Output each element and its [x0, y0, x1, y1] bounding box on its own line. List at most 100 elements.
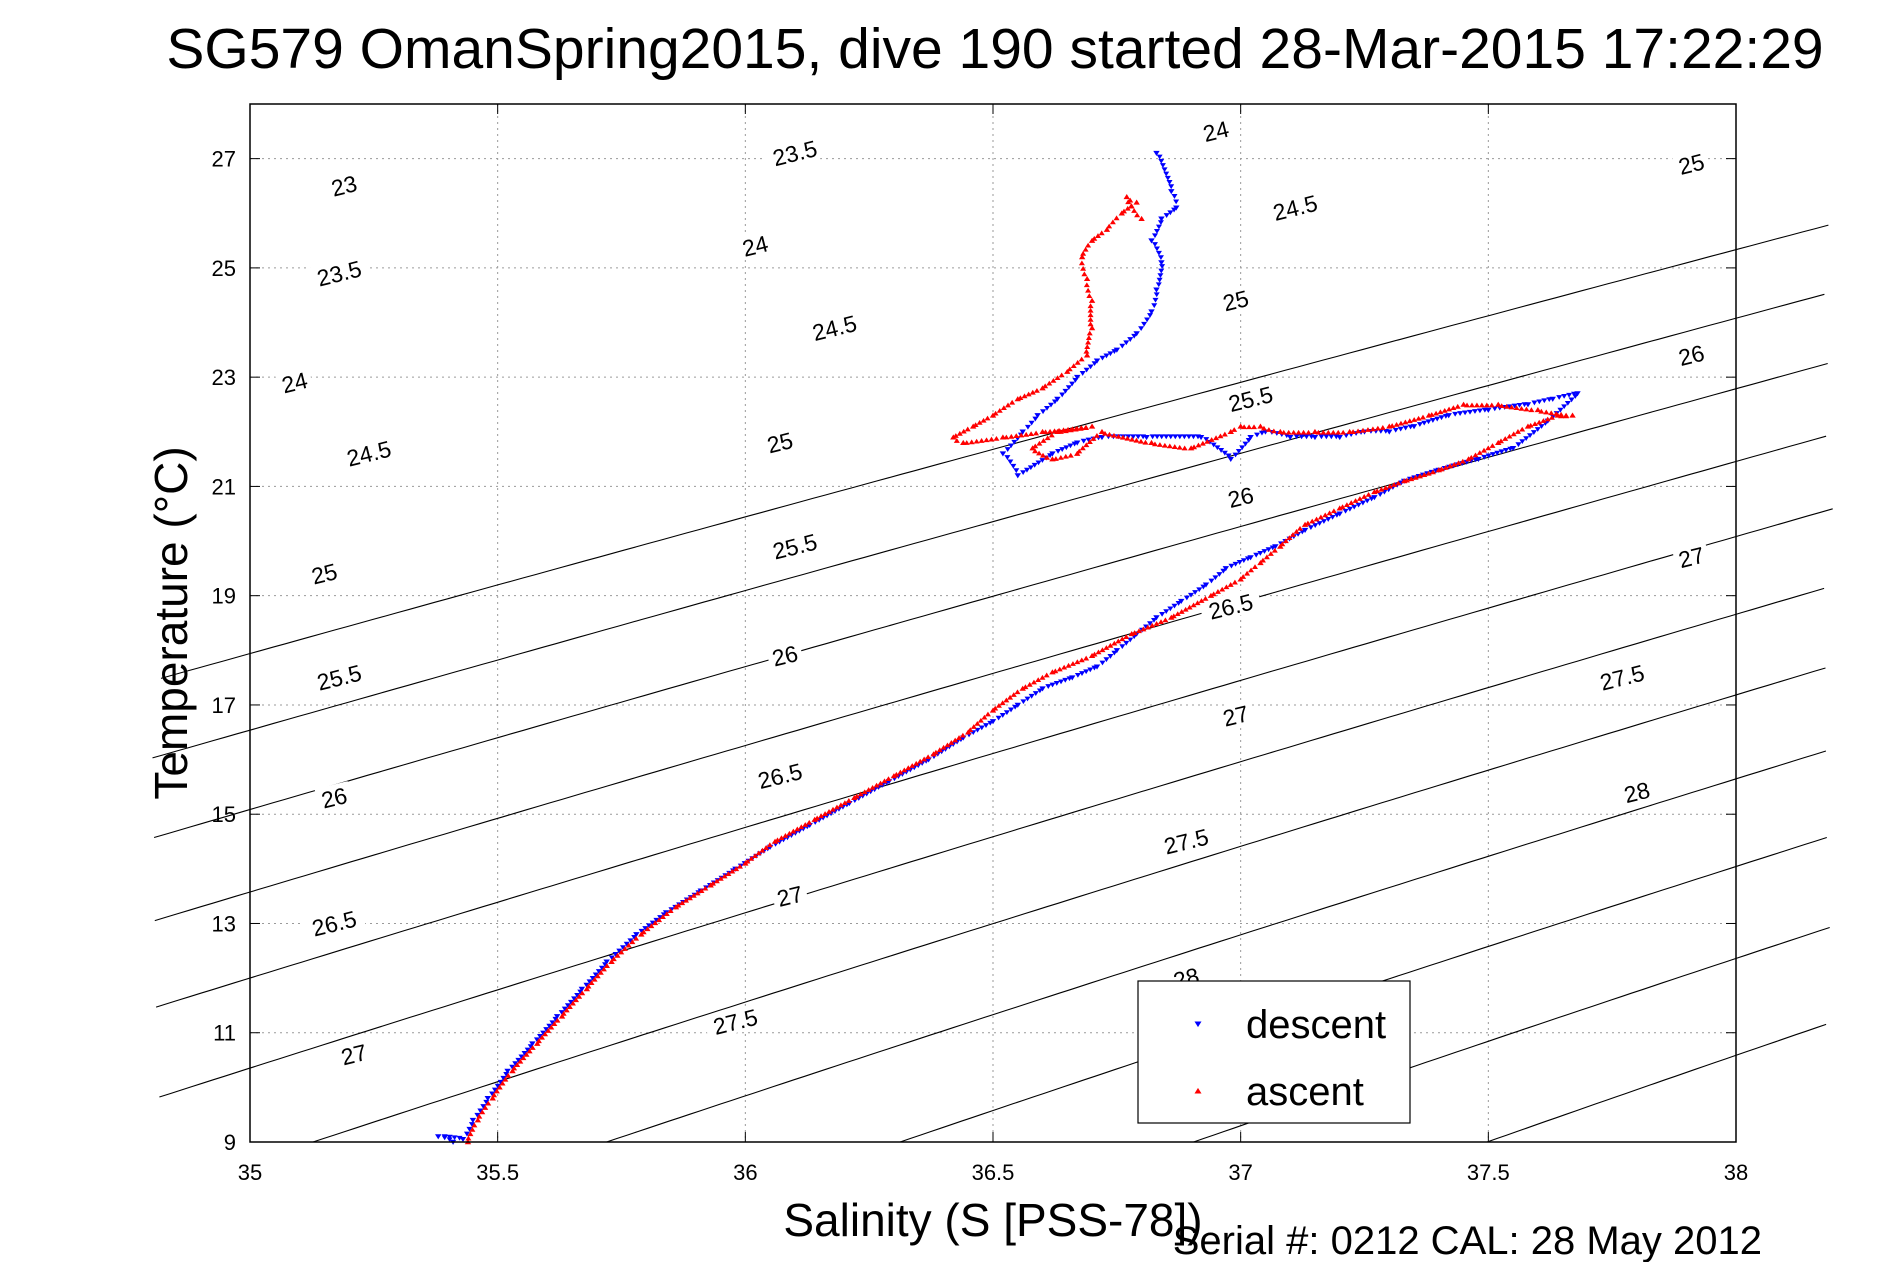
descent-point — [1153, 287, 1160, 293]
descent-point — [1225, 453, 1232, 459]
ascent-point — [474, 1117, 482, 1123]
descent-point — [1196, 587, 1203, 593]
ascent-point — [1514, 429, 1521, 434]
ascent-point — [633, 935, 640, 941]
ascent-point — [1070, 363, 1077, 368]
ascent-point — [1379, 425, 1386, 430]
descent-point — [509, 1064, 516, 1070]
density-contour-label-bg — [703, 1001, 768, 1040]
ascent-point — [485, 1100, 492, 1106]
ascent-point — [1510, 431, 1517, 437]
descent-point — [1386, 429, 1393, 435]
ascent-point — [597, 970, 604, 975]
descent-point — [567, 999, 574, 1005]
descent-point — [1163, 609, 1170, 615]
ascent-point — [1003, 697, 1010, 703]
descent-point — [1171, 194, 1178, 199]
ascent-point — [1227, 428, 1234, 435]
ascent-point — [1271, 547, 1278, 553]
ascent-point — [1013, 433, 1020, 439]
descent-point — [1155, 224, 1162, 230]
density-contour-label-bg — [1153, 821, 1218, 860]
descent-point — [494, 1083, 501, 1089]
ascent-point — [881, 778, 888, 784]
ascent-point — [1473, 402, 1480, 408]
ascent-point — [1083, 275, 1091, 282]
ascent-point — [1074, 425, 1081, 431]
density-contour-label-text: 26 — [769, 640, 800, 671]
ascent-point — [551, 1021, 558, 1027]
descent-point — [1159, 163, 1166, 168]
descent-point — [543, 1027, 550, 1032]
ascent-point — [1091, 651, 1098, 657]
ascent-point — [1317, 514, 1324, 520]
descent-point — [1258, 430, 1265, 436]
ascent-point — [465, 1135, 472, 1141]
ascent-point — [702, 885, 709, 891]
descent-point — [1556, 395, 1563, 400]
descent-point — [1462, 410, 1469, 416]
descent-point — [1457, 411, 1464, 416]
descent-point — [1527, 433, 1534, 438]
x-axis-tick-labels: 35 35.5 36 36.5 37 37.5 38 — [238, 1160, 1748, 1185]
density-contour-label-bg — [1221, 480, 1260, 513]
ascent-point — [953, 438, 960, 443]
ascent-point — [1485, 445, 1492, 451]
density-contour-label-text: 27 — [1220, 700, 1251, 731]
ascent-point — [1447, 463, 1454, 469]
ascent-point — [1403, 477, 1410, 483]
descent-point — [1328, 434, 1335, 440]
ascent-point — [1488, 402, 1495, 408]
descent-point — [459, 1137, 467, 1143]
ascent-point — [1083, 348, 1090, 354]
ascent-point — [1231, 579, 1238, 585]
ascent-point — [1252, 564, 1259, 570]
ascent-point — [1468, 402, 1475, 408]
descent-point — [518, 1054, 525, 1060]
ascent-point — [1237, 423, 1244, 429]
descent-point — [1200, 584, 1207, 590]
descent-point — [1481, 454, 1488, 460]
descent-point — [456, 1135, 463, 1141]
density-contour-label-bg — [1262, 187, 1327, 226]
ascent-point — [1569, 412, 1576, 418]
descent-point — [1530, 430, 1537, 435]
descent-point — [1083, 367, 1090, 373]
descent-point — [1074, 672, 1081, 678]
ascent-point — [1313, 516, 1320, 522]
y-tick-label: 13 — [212, 911, 236, 936]
ascent-point — [999, 434, 1007, 440]
ascent-point — [618, 949, 625, 955]
density-contour-label: 27 — [770, 879, 810, 912]
ascent-point — [1503, 403, 1510, 409]
descent-point — [1031, 462, 1038, 468]
ascent-point — [1039, 674, 1046, 680]
ascent-point — [725, 871, 732, 876]
descent-point — [1157, 273, 1164, 279]
descent-point — [1148, 238, 1155, 244]
descent-point — [1257, 550, 1264, 556]
descent-point — [1568, 397, 1575, 403]
ascent-point — [905, 765, 912, 771]
descent-point — [1155, 282, 1162, 288]
ascent-point — [1087, 312, 1094, 318]
ascent-point — [558, 1013, 566, 1019]
ascent-point — [499, 1080, 506, 1086]
ascent-point — [502, 1076, 509, 1082]
ascent-point — [974, 720, 981, 726]
descent-point — [1346, 506, 1353, 512]
density-contour-label: 27 — [1216, 699, 1255, 732]
descent-point — [1151, 242, 1158, 247]
ascent-point — [972, 422, 979, 427]
ascent-point — [1083, 442, 1090, 448]
descent-point — [1044, 405, 1051, 411]
ascent-point — [917, 758, 924, 764]
descent-point — [1323, 434, 1330, 440]
ascent-point — [1033, 430, 1040, 436]
ascent-point — [1476, 450, 1483, 455]
ascent-point — [1171, 444, 1178, 449]
ascent-point — [1187, 445, 1195, 451]
ascent-point — [538, 1034, 545, 1040]
ascent-point — [885, 776, 892, 782]
density-contour-label: 26 — [1671, 338, 1711, 371]
